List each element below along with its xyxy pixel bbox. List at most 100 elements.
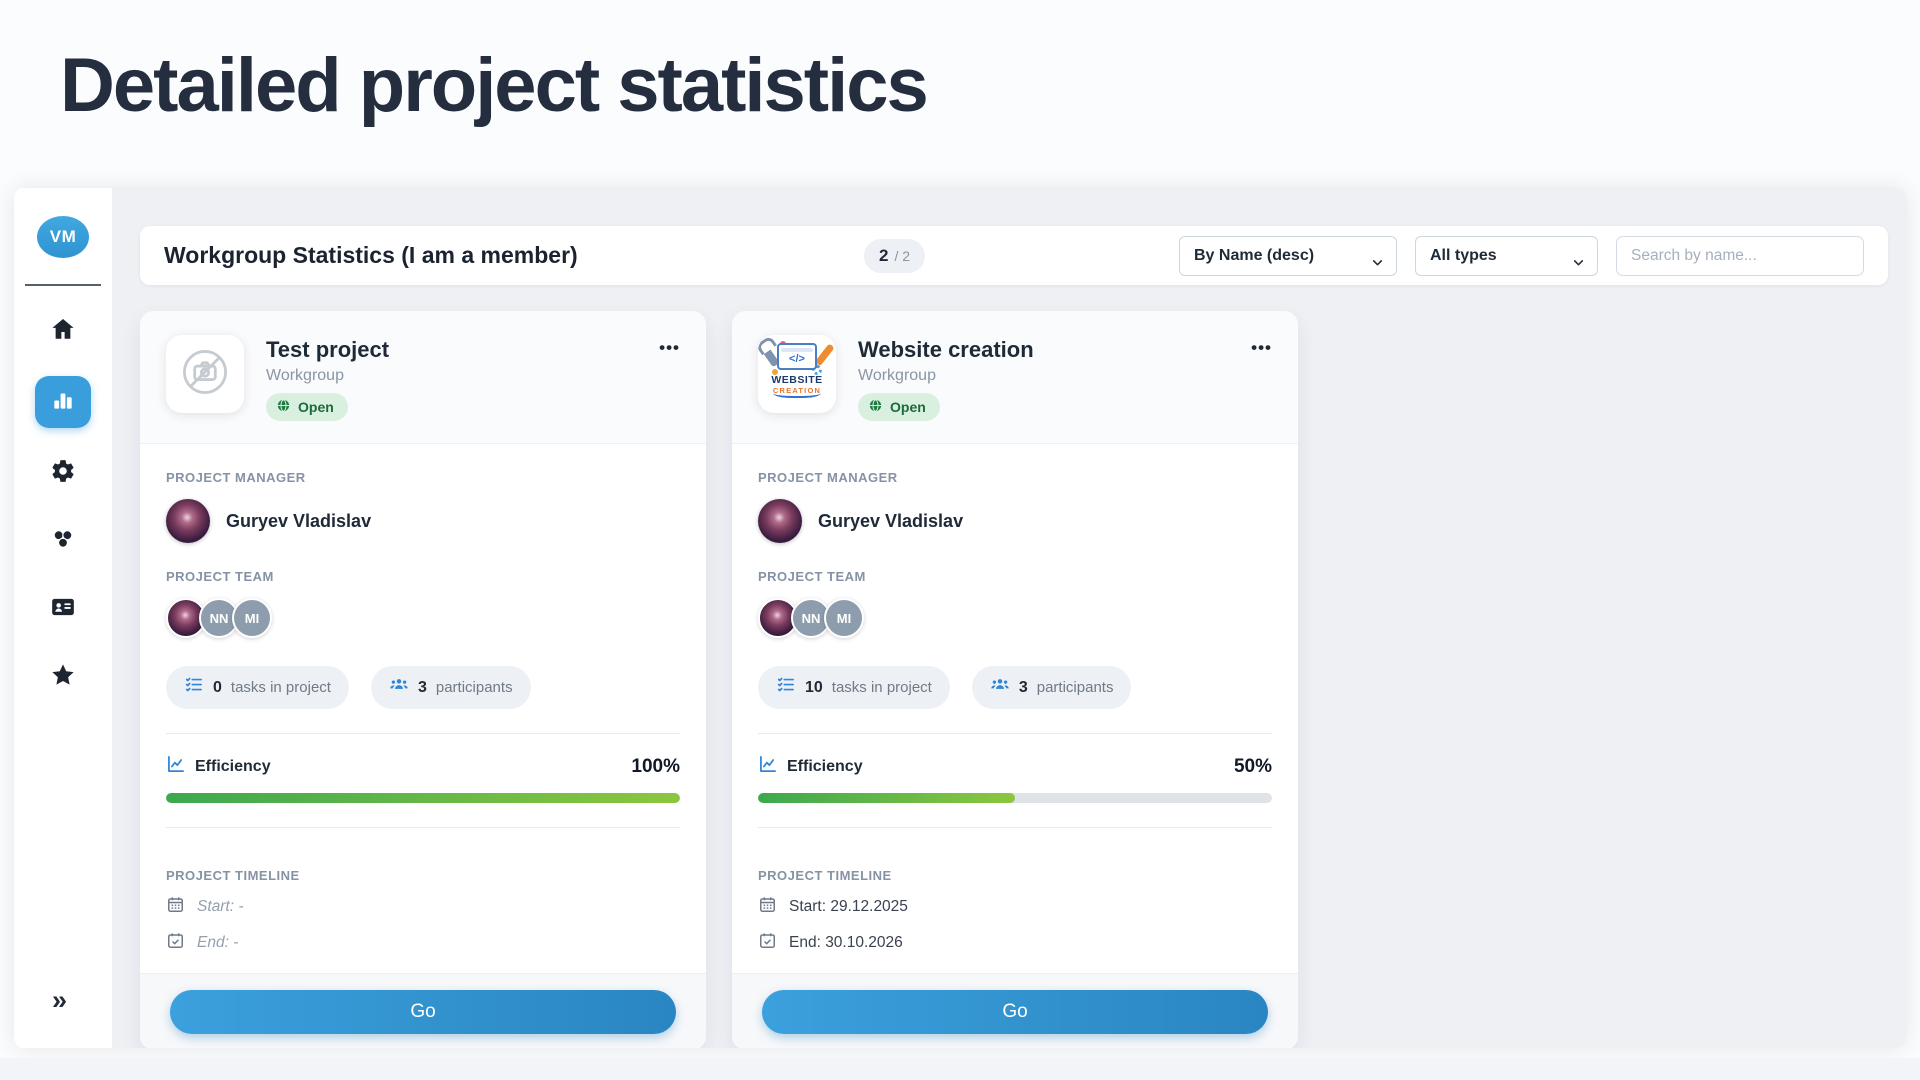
participants-label: participants xyxy=(435,679,513,696)
sidebar-nav xyxy=(35,308,91,700)
project-timeline-label: PROJECT TIMELINE xyxy=(758,868,892,883)
card-body: PROJECT MANAGER Guryev Vladislav PROJECT… xyxy=(140,444,706,973)
timeline-end-row: End: 30.10.2026 xyxy=(758,931,1272,955)
project-timeline: PROJECT TIMELINE Start: 29.12.2025 End: … xyxy=(758,868,1272,955)
statistics-header-bar: Workgroup Statistics (I am a member) 2 /… xyxy=(140,226,1888,285)
project-type: Workgroup xyxy=(266,367,344,384)
timeline-start-row: Start: - xyxy=(166,895,680,919)
card-footer: Go xyxy=(732,973,1298,1048)
project-team-label: PROJECT TEAM xyxy=(166,569,274,584)
manager-avatar xyxy=(166,499,210,543)
timeline-start-row: Start: 29.12.2025 xyxy=(758,895,1272,919)
page-title: Detailed project statistics xyxy=(60,43,929,128)
manager-name: Guryev Vladislav xyxy=(226,510,372,531)
project-timeline-label: PROJECT TIMELINE xyxy=(166,868,300,883)
card-footer: Go xyxy=(140,973,706,1048)
manager-name: Guryev Vladislav xyxy=(818,510,964,531)
home-icon xyxy=(50,316,76,347)
project-title: Test project xyxy=(266,337,390,362)
star-icon xyxy=(50,662,76,693)
efficiency-value: 100% xyxy=(631,755,680,777)
participants-badge: 3 participants xyxy=(971,666,1132,709)
sidebar-item-settings[interactable] xyxy=(35,450,91,496)
sidebar-item-home[interactable] xyxy=(35,308,91,354)
calendar-check-icon xyxy=(758,931,777,955)
participants-label: participants xyxy=(1036,679,1114,696)
card-menu-button[interactable]: ••• xyxy=(1251,338,1272,357)
efficiency-progress-fill xyxy=(758,793,1015,803)
timeline-end-value: End: - xyxy=(197,934,239,951)
logo-text-website: WEBSITE xyxy=(771,374,823,386)
logo-text-creation: CREATION xyxy=(772,386,822,398)
sort-select[interactable]: By Name (desc) xyxy=(1179,235,1397,276)
code-glyph: </> xyxy=(789,353,805,365)
sidebar-item-statistics[interactable] xyxy=(35,376,91,428)
project-timeline: PROJECT TIMELINE Start: - End: - xyxy=(166,868,680,955)
page-footer-strip xyxy=(0,1058,1920,1080)
efficiency-progress-fill xyxy=(166,793,680,803)
sidebar-item-groups[interactable] xyxy=(35,518,91,564)
status-label: Open xyxy=(890,399,926,415)
app-logo: VM xyxy=(37,216,89,258)
divider xyxy=(166,733,680,734)
type-filter-select[interactable]: All types xyxy=(1415,235,1598,276)
team-avatars: NN MI xyxy=(166,598,680,638)
card-body: PROJECT MANAGER Guryev Vladislav PROJECT… xyxy=(732,444,1298,973)
divider xyxy=(166,827,680,828)
sidebar-item-favorites[interactable] xyxy=(35,654,91,700)
project-cards-row: Test project Workgroup Open ••• PROJECT … xyxy=(140,311,1888,1048)
project-thumbnail xyxy=(166,335,244,413)
project-title: Website creation xyxy=(858,337,1034,362)
timeline-end-row: End: - xyxy=(166,931,680,955)
manager-row: Guryev Vladislav xyxy=(758,499,1272,543)
card-menu-button[interactable]: ••• xyxy=(659,338,680,357)
project-team-label: PROJECT TEAM xyxy=(758,569,866,584)
section-title: Workgroup Statistics (I am a member) xyxy=(164,242,578,268)
website-creation-logo: </> WEBSITE CREATION xyxy=(758,335,836,413)
id-card-icon xyxy=(50,594,76,625)
stats-row: 0 tasks in project 3 participants xyxy=(166,666,680,709)
app-panel: VM » xyxy=(14,188,1906,1048)
sort-select-value: By Name (desc) xyxy=(1194,246,1315,264)
header-controls: By Name (desc) All types xyxy=(1179,235,1864,276)
divider xyxy=(758,827,1272,828)
chart-line-icon xyxy=(166,754,195,779)
project-manager-label: PROJECT MANAGER xyxy=(166,470,306,485)
counter-current: 2 xyxy=(879,245,889,265)
double-chevron-right-icon: » xyxy=(52,985,68,1015)
sidebar: VM » xyxy=(14,188,112,1048)
go-button[interactable]: Go xyxy=(762,990,1268,1034)
task-list-icon xyxy=(776,675,796,700)
go-button[interactable]: Go xyxy=(170,990,676,1034)
cluster-icon xyxy=(50,526,76,557)
tasks-badge: 0 tasks in project xyxy=(166,666,349,709)
people-icon xyxy=(389,675,409,700)
status-label: Open xyxy=(298,399,334,415)
efficiency-label: Efficiency xyxy=(787,757,863,775)
globe-icon xyxy=(868,398,883,416)
tasks-label: tasks in project xyxy=(831,679,932,696)
project-manager-label: PROJECT MANAGER xyxy=(758,470,898,485)
manager-avatar xyxy=(758,499,802,543)
calendar-icon xyxy=(166,895,185,919)
project-card-website-creation: </> WEBSITE CREATION Website creation Wo… xyxy=(732,311,1298,1048)
participants-count: 3 xyxy=(417,678,427,696)
divider xyxy=(758,733,1272,734)
search-input[interactable] xyxy=(1616,235,1864,276)
pencil-icon xyxy=(814,343,835,367)
tasks-label: tasks in project xyxy=(230,679,331,696)
status-badge: Open xyxy=(858,393,940,421)
card-header: Test project Workgroup Open ••• xyxy=(140,311,706,444)
browser-window-icon: </> xyxy=(777,343,817,370)
calendar-icon xyxy=(758,895,777,919)
project-card-test-project: Test project Workgroup Open ••• PROJECT … xyxy=(140,311,706,1048)
sidebar-divider xyxy=(25,284,101,286)
efficiency-progress-track xyxy=(166,793,680,803)
type-select-value: All types xyxy=(1430,246,1497,264)
sidebar-item-contacts[interactable] xyxy=(35,586,91,632)
paint-splash xyxy=(772,369,778,375)
efficiency-label: Efficiency xyxy=(195,757,271,775)
sidebar-collapse-button[interactable]: » xyxy=(52,987,67,1014)
chart-line-icon xyxy=(758,754,787,779)
tasks-count: 0 xyxy=(213,678,222,696)
